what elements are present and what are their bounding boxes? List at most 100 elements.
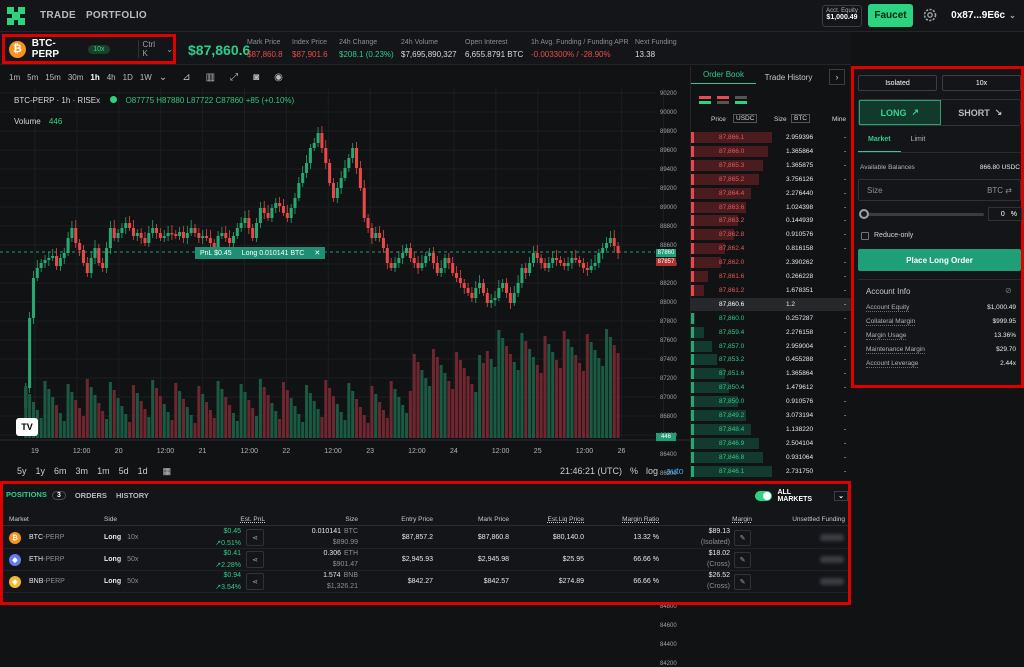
fullscreen-icon[interactable]: ⤢ [230,71,239,83]
logo[interactable] [2,2,30,30]
reduce-only-checkbox[interactable] [861,232,869,240]
leverage-button[interactable]: 10x [942,75,1021,91]
toggle-switch[interactable] [755,491,773,501]
range-1m[interactable]: 1m [97,466,110,476]
log-toggle[interactable]: log [646,466,659,476]
chevron-down-icon[interactable]: ⌄ [158,71,168,83]
view-asks-icon[interactable] [717,96,729,104]
bid-row[interactable]: 87,849.2 3.073194 - [691,409,852,422]
interval-1D[interactable]: 1D [122,72,133,82]
tab-history[interactable]: HISTORY [115,490,149,500]
indicator-icon[interactable]: ⊿ [182,71,191,83]
position-row[interactable]: ₿ BTC-PERP Long 10x $0.45 ↗0.51% ⋖ 0.010141 BTC $… [3,527,848,549]
nav-portfolio[interactable]: PORTFOLIO [85,10,147,21]
ask-row[interactable]: 87,864.4 2.276440 - [691,187,852,200]
percent-toggle[interactable]: % [630,466,639,476]
tradingview-icon[interactable]: TV [16,418,38,436]
close-icon[interactable]: ✕ [314,250,321,257]
short-button[interactable]: SHORT ↘ [941,100,1021,125]
size-unit[interactable]: BTC [791,114,810,123]
edit-icon[interactable]: ✎ [734,530,751,546]
ask-row[interactable]: 87,866.1 2.959396 - [691,131,852,144]
camera-icon[interactable]: ◙ [253,71,260,83]
edit-icon[interactable]: ✎ [734,552,751,568]
all-markets-toggle[interactable]: ALL MARKETS ⌄ [755,489,848,503]
ask-row[interactable]: 87,862.0 2.390262 - [691,256,852,269]
price-unit[interactable]: USDC [733,114,758,123]
bid-row[interactable]: 87,848.4 1.138220 - [691,423,852,436]
interval-4h[interactable]: 4h [106,72,116,82]
interval-30m[interactable]: 30m [67,72,84,82]
view-bids-icon[interactable] [735,96,747,104]
range-6m[interactable]: 6m [54,466,67,476]
ask-row[interactable]: 87,862.8 0.910576 - [691,228,852,241]
share-icon[interactable]: ⋖ [246,551,264,568]
nav-trade[interactable]: TRADE [40,10,76,21]
interval-1m[interactable]: 1m [9,72,21,82]
tab-orders[interactable]: ORDERS [74,490,107,500]
market-selector[interactable]: ₿ BTC-PERP 10x Ctrl K ⌄ [2,34,176,64]
tab-positions[interactable]: POSITIONS 3 [6,490,66,500]
bid-row[interactable]: 87,859.4 2.276158 - [691,326,852,339]
calendar-icon[interactable]: ▦ [162,465,172,476]
margin-mode-button[interactable]: Isolated [858,75,937,91]
tab-order-book[interactable]: Order Book [691,70,756,84]
place-order-button[interactable]: Place Long Order [858,249,1021,271]
ask-row[interactable]: 87,865.2 3.756126 - [691,173,852,186]
interval-1h[interactable]: 1h [90,72,100,82]
size-unit-toggle[interactable]: BTC ⇄ [987,185,1012,195]
position-market[interactable]: BNB-PERP [29,578,65,585]
eye-off-icon[interactable]: ⊘ [1005,286,1012,295]
wallet-button[interactable]: 0x87...9E6c ⌄ [946,4,1021,27]
long-button[interactable]: LONG ↗ [859,100,941,125]
tab-limit[interactable]: Limit [910,136,926,143]
range-5y[interactable]: 5y [17,466,27,476]
mid-price-row[interactable]: 87,860.6 1.2 - [691,297,852,311]
bid-row[interactable]: 87,860.0 0.257287 - [691,312,852,325]
position-market[interactable]: ETH-PERP [29,556,64,563]
chevron-right-icon[interactable]: › [829,69,845,85]
range-1d[interactable]: 1d [137,466,148,476]
position-market[interactable]: BTC-PERP [29,534,64,541]
size-slider-handle[interactable] [859,209,869,219]
size-input[interactable]: Size BTC ⇄ [858,179,1021,201]
ask-row[interactable]: 87,862.4 0.816158 - [691,242,852,255]
ask-row[interactable]: 87,861.2 1.678351 - [691,284,852,297]
ask-row[interactable]: 87,865.3 1.365875 - [691,159,852,172]
faucet-button[interactable]: Faucet [868,4,913,27]
ask-row[interactable]: 87,866.0 1.365864 - [691,145,852,158]
gear-icon[interactable] [922,7,938,23]
ask-row[interactable]: 87,863.2 0.144939 - [691,214,852,227]
chevron-down-icon[interactable]: ⌄ [834,491,848,501]
tab-market[interactable]: Market [858,136,901,152]
bid-row[interactable]: 87,850.0 0.910576 - [691,395,852,408]
bid-row[interactable]: 87,846.8 0.931064 - [691,451,852,464]
position-line-label[interactable]: PnL $0.45 Long 0.010141 BTC ✕ [195,247,326,259]
bid-row[interactable]: 87,850.4 1.479612 - [691,381,852,394]
eye-icon[interactable]: ◉ [274,71,283,83]
tab-trade-history[interactable]: Trade History [764,72,813,82]
ask-row[interactable]: 87,861.6 0.266228 - [691,270,852,283]
bid-row[interactable]: 87,846.9 2.504104 - [691,437,852,450]
interval-5m[interactable]: 5m [27,72,39,82]
size-slider-track[interactable] [862,213,984,216]
position-row[interactable]: ◈ BNB-PERP Long 50x $0.94 ↗3.54% ⋖ 1.574 BNB $1,3… [3,571,848,593]
edit-icon[interactable]: ✎ [734,574,751,590]
bid-row[interactable]: 87,857.0 2.959004 - [691,340,852,353]
view-both-icon[interactable] [699,96,711,104]
bid-row[interactable]: 87,853.2 0.455288 - [691,353,852,366]
size-percent-input[interactable]: 0 % [988,207,1022,221]
share-icon[interactable]: ⋖ [246,529,264,546]
interval-15m[interactable]: 15m [45,72,61,82]
chart-type-icon[interactable]: ▥ [205,71,216,83]
share-icon[interactable]: ⋖ [246,573,264,590]
range-5d[interactable]: 5d [118,466,129,476]
price-chart[interactable] [0,88,690,460]
range-3m[interactable]: 3m [75,466,89,476]
ask-row[interactable]: 87,863.6 1.024398 - [691,201,852,214]
position-row[interactable]: ◆ ETH-PERP Long 50x $0.41 ↗2.28% ⋖ 0.306 ETH $901… [3,549,848,571]
bid-row[interactable]: 87,851.6 1.365864 - [691,367,852,380]
auto-toggle[interactable]: auto [666,466,684,476]
range-1y[interactable]: 1y [35,466,46,476]
bid-row[interactable]: 87,846.1 2.731750 - [691,465,852,478]
